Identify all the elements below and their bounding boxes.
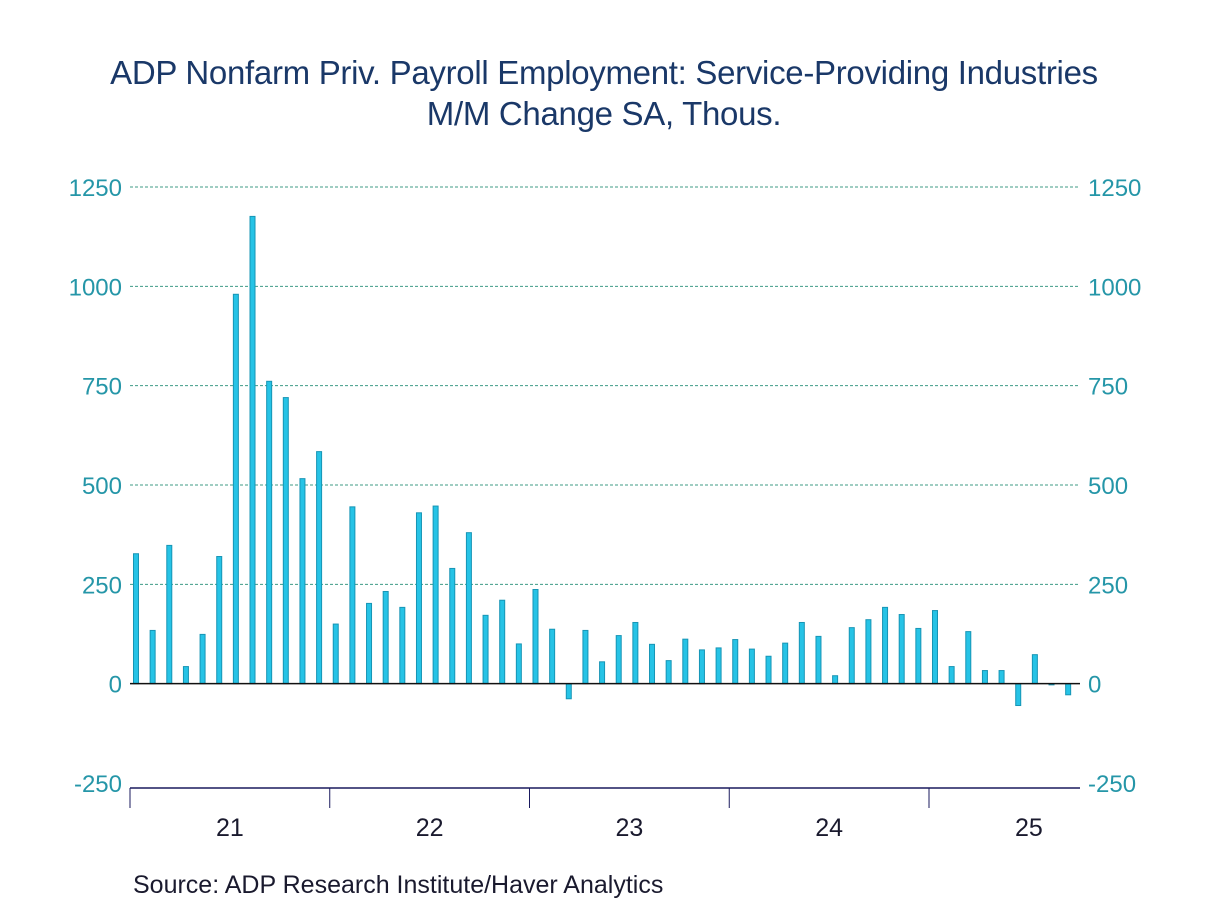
bar bbox=[1015, 683, 1022, 707]
y-tick-label-right: 0 bbox=[1088, 672, 1101, 699]
y-tick-label-left: 0 bbox=[109, 672, 122, 699]
bar bbox=[965, 631, 972, 685]
bar bbox=[848, 627, 855, 685]
x-tick-label: 23 bbox=[615, 814, 643, 842]
bar bbox=[798, 621, 805, 685]
bar bbox=[199, 633, 206, 685]
bar bbox=[132, 553, 139, 685]
bar bbox=[316, 451, 323, 685]
y-tick-label-left: 500 bbox=[82, 473, 122, 500]
bar bbox=[665, 660, 672, 685]
bar bbox=[282, 397, 289, 685]
bar bbox=[815, 635, 822, 685]
bar bbox=[399, 606, 406, 685]
bar bbox=[266, 380, 273, 685]
x-tick-label: 24 bbox=[815, 814, 843, 842]
bar bbox=[332, 623, 339, 685]
y-tick-label-right: 500 bbox=[1088, 473, 1128, 500]
bar bbox=[732, 639, 739, 685]
bar bbox=[532, 588, 539, 685]
bar bbox=[232, 293, 239, 685]
bar bbox=[216, 556, 223, 685]
source-note: Source: ADP Research Institute/Haver Ana… bbox=[133, 871, 664, 899]
chart-subtitle: M/M Change SA, Thous. bbox=[426, 95, 782, 132]
chart-title: ADP Nonfarm Priv. Payroll Employment: Se… bbox=[110, 54, 1098, 91]
bar bbox=[432, 505, 439, 685]
bar bbox=[682, 638, 689, 685]
y-tick-label-left: 1000 bbox=[69, 274, 122, 301]
y-tick-label-right: 750 bbox=[1088, 374, 1128, 401]
bar bbox=[149, 629, 156, 685]
bar bbox=[299, 478, 306, 685]
bar bbox=[948, 666, 955, 685]
bar bbox=[615, 635, 622, 685]
y-tick-label-left: 250 bbox=[82, 572, 122, 599]
bar bbox=[599, 661, 606, 685]
bar bbox=[1031, 654, 1038, 685]
bar bbox=[981, 670, 988, 685]
bar bbox=[765, 655, 772, 685]
x-tick-label: 25 bbox=[1015, 814, 1043, 842]
bar bbox=[515, 643, 522, 685]
y-tick-label-right: 1250 bbox=[1088, 175, 1141, 202]
bar bbox=[882, 606, 889, 685]
bar bbox=[349, 506, 356, 685]
bar bbox=[649, 643, 656, 685]
bar bbox=[782, 642, 789, 685]
bar bbox=[1065, 683, 1072, 696]
bar bbox=[465, 532, 472, 685]
y-tick-label-left: 750 bbox=[82, 374, 122, 401]
y-tick-label-left: -250 bbox=[74, 771, 122, 798]
bar bbox=[166, 544, 173, 685]
bar bbox=[549, 628, 556, 685]
bar bbox=[449, 567, 456, 685]
bar bbox=[582, 629, 589, 685]
bar bbox=[748, 648, 755, 685]
bar bbox=[715, 647, 722, 685]
bar bbox=[482, 614, 489, 685]
bar bbox=[698, 649, 705, 685]
bar bbox=[915, 627, 922, 685]
bar bbox=[898, 614, 905, 685]
x-tick-label: 21 bbox=[216, 814, 244, 842]
bar bbox=[382, 590, 389, 685]
bar bbox=[565, 683, 572, 700]
bar bbox=[998, 670, 1005, 685]
bar bbox=[832, 675, 839, 685]
bar bbox=[249, 215, 256, 685]
bar bbox=[931, 610, 938, 685]
bar bbox=[415, 512, 422, 685]
bar bbox=[632, 621, 639, 685]
y-tick-label-right: -250 bbox=[1088, 771, 1136, 798]
bar bbox=[366, 602, 373, 685]
bar bbox=[182, 666, 189, 685]
bar bbox=[865, 619, 872, 685]
bar bbox=[499, 599, 506, 685]
y-tick-label-right: 1000 bbox=[1088, 274, 1141, 301]
y-tick-label-right: 250 bbox=[1088, 572, 1128, 599]
x-tick-label: 22 bbox=[416, 814, 444, 842]
y-tick-label-left: 1250 bbox=[69, 175, 122, 202]
